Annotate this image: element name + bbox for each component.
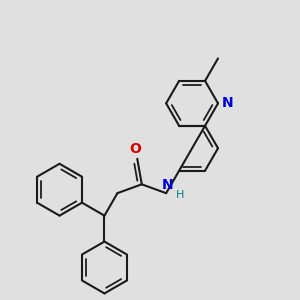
- Text: N: N: [222, 96, 233, 110]
- Text: N: N: [161, 178, 173, 193]
- Text: H: H: [176, 190, 184, 200]
- Text: O: O: [130, 142, 141, 156]
